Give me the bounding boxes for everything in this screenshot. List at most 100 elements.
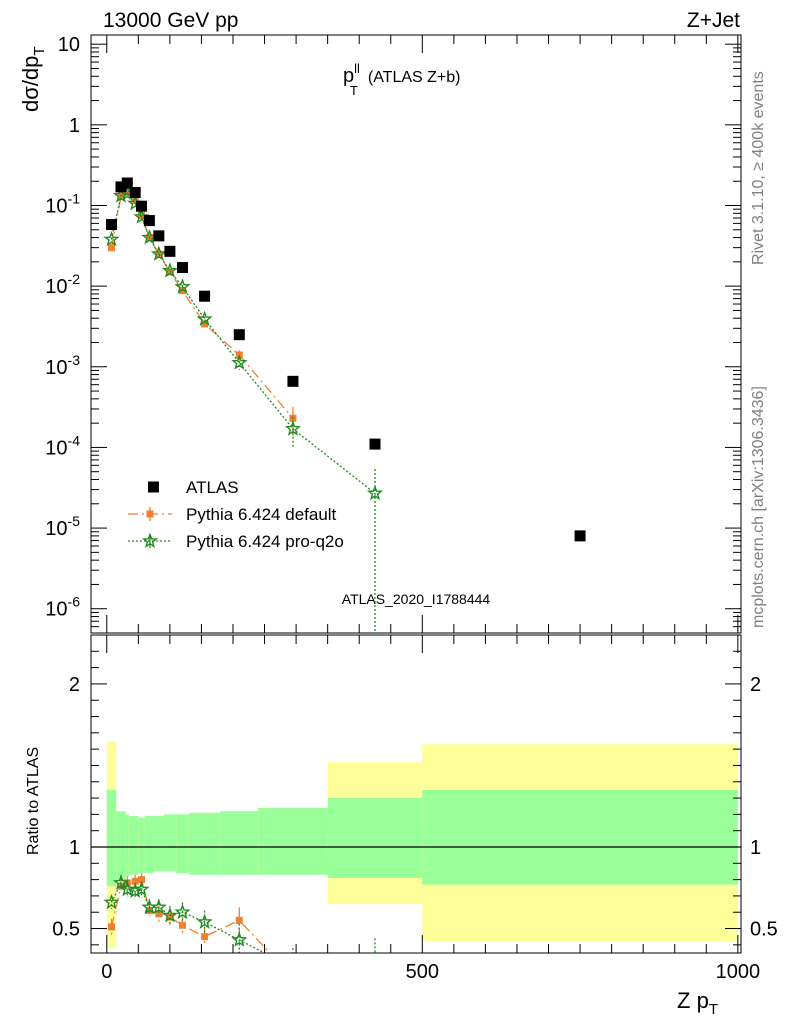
data-point — [161, 262, 179, 278]
legend-label: ATLAS — [186, 478, 239, 497]
ratio-point — [174, 903, 191, 920]
ratio-axis-label: Ratio to ATLAS — [25, 747, 42, 855]
ratio-point — [179, 921, 187, 929]
data-point — [153, 230, 165, 242]
data-point — [179, 287, 187, 295]
x-tick-label: 0 — [101, 961, 112, 983]
data-point — [174, 278, 191, 294]
ratio-tick-label: 1 — [69, 837, 80, 859]
y-tick-label: 10-4 — [45, 432, 80, 459]
ratio-point — [108, 923, 116, 931]
main-data — [103, 177, 586, 633]
ratio-tick-label-right: 2 — [750, 674, 761, 696]
data-point — [115, 181, 127, 193]
ratio-ticks: 0 500 1000 0.5 0.5 1 1 2 2 — [52, 635, 778, 983]
ratio-point — [137, 876, 145, 884]
total-band — [220, 811, 259, 875]
y-tick-label: 1 — [69, 115, 80, 137]
ratio-panel-frame — [90, 634, 742, 954]
data-point — [164, 245, 176, 257]
ratio-point — [287, 961, 299, 973]
main-panel-frame — [90, 34, 742, 634]
total-band — [128, 816, 139, 875]
data-point — [135, 200, 147, 212]
y-tick-exponent: -3 — [68, 352, 81, 368]
y-tick-label: 10 — [58, 34, 80, 56]
ratio-point — [127, 882, 144, 898]
total-band — [422, 789, 738, 885]
legend-label: Pythia 6.424 default — [186, 505, 337, 524]
total-band — [154, 816, 164, 872]
total-band — [125, 814, 129, 877]
data-point — [574, 530, 586, 542]
ratio-data — [103, 873, 381, 976]
legend-marker — [141, 532, 159, 548]
ratio-point — [103, 893, 120, 910]
y-axis-label: dσ/dpT — [18, 46, 48, 112]
data-point — [121, 177, 133, 189]
ratio-panel: 0 500 1000 0.5 0.5 1 1 2 2 Ratio to ATLAS Z pT — [25, 634, 778, 1018]
total-band — [106, 789, 117, 887]
total-band — [116, 811, 126, 882]
legend-label: Pythia 6.424 pro-q2o — [186, 532, 344, 551]
data-point — [233, 329, 245, 341]
x-tick-label: 500 — [406, 961, 439, 983]
ratio-point — [231, 931, 248, 947]
data-point — [201, 320, 209, 328]
data-point — [284, 420, 301, 436]
y-tick-exponent: -2 — [68, 271, 81, 287]
data-point — [112, 187, 130, 203]
data-point — [143, 215, 155, 227]
data-point — [287, 375, 299, 387]
data-point — [129, 186, 141, 198]
data-point — [150, 245, 167, 261]
data-point — [133, 208, 150, 224]
data-point — [196, 310, 213, 327]
ratio-point — [133, 880, 150, 897]
header-right: Z+Jet — [687, 9, 740, 32]
data-point — [108, 244, 116, 252]
series-line — [110, 190, 294, 419]
data-point — [166, 268, 174, 276]
total-band — [258, 807, 328, 875]
ratio-tick-label: 2 — [69, 674, 80, 696]
x-axis-label: Z pT — [677, 988, 718, 1018]
y-tick-label: 10-2 — [45, 271, 80, 298]
total-band — [327, 798, 423, 878]
data-point — [366, 484, 384, 501]
y-tick-label: 10-6 — [45, 594, 80, 621]
total-band — [188, 812, 221, 875]
ratio-tick-label: 0.5 — [52, 919, 80, 941]
main-panel: pll T(ATLAS Z+b) dσ/dpT ATLAS_2020_I17884… — [18, 34, 742, 634]
rivet-label: Rivet 3.1.10, ≥ 400k events — [750, 71, 767, 265]
ratio-tick-label-right: 0.5 — [750, 919, 778, 941]
data-point — [199, 290, 211, 302]
ratio-point — [235, 916, 243, 924]
data-point — [106, 219, 118, 231]
ratio-point — [369, 964, 381, 976]
data-point — [131, 197, 139, 205]
y-tick-label: 10-5 — [45, 513, 80, 540]
ratio-bands — [91, 741, 741, 949]
y-tick-exponent: -6 — [68, 594, 81, 610]
data-point — [123, 188, 131, 196]
data-point — [369, 438, 381, 450]
ratio-point — [150, 898, 167, 915]
x-tick-label: 1000 — [716, 961, 761, 983]
legend-marker — [148, 481, 159, 493]
data-point — [177, 262, 189, 274]
total-band — [176, 814, 189, 874]
ratio-point — [196, 913, 213, 929]
y-tick-label: 10-1 — [45, 190, 80, 217]
header-left: 13000 GeV pp — [103, 9, 238, 32]
ratio-point — [119, 880, 136, 897]
legend-marker — [146, 510, 154, 518]
legend: ATLAS Pythia 6.424 default Pythia 6.424 pr… — [128, 478, 344, 551]
ratio-tick-label-right: 1 — [750, 837, 761, 859]
y-tick-label: 10-3 — [45, 352, 80, 379]
y-tick-exponent: -5 — [68, 513, 81, 529]
total-band — [163, 814, 177, 872]
data-point — [231, 354, 248, 370]
ratio-point — [201, 933, 209, 941]
